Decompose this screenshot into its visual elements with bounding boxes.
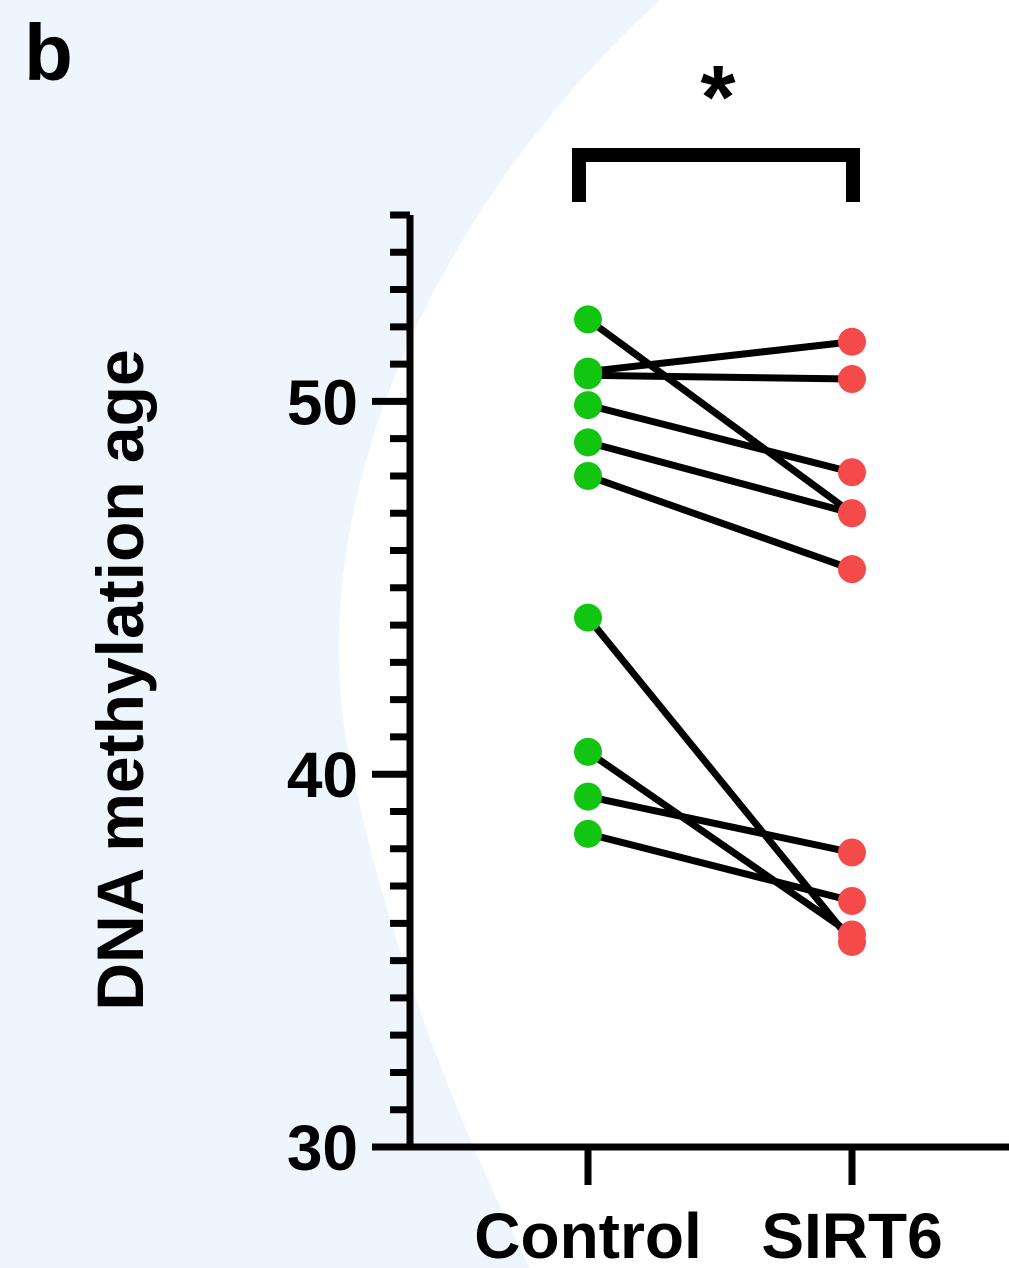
sirt6-point bbox=[838, 499, 866, 528]
axes: 30 40 50 bbox=[287, 211, 1009, 1185]
control-point bbox=[574, 305, 602, 334]
pair-line bbox=[587, 793, 853, 856]
significance-star: * bbox=[700, 48, 735, 148]
x-tick-labels: Control SIRT6 bbox=[474, 1200, 942, 1268]
x-tick-label: SIRT6 bbox=[761, 1200, 942, 1268]
pair-line bbox=[586, 472, 854, 573]
pair-line bbox=[586, 748, 854, 938]
pair-line bbox=[585, 316, 855, 517]
pair-line bbox=[587, 401, 853, 476]
control-point bbox=[574, 428, 602, 457]
sirt6-point bbox=[838, 920, 866, 949]
y-tick-label: 30 bbox=[287, 1112, 358, 1184]
pair-line bbox=[587, 830, 853, 905]
control-point bbox=[574, 461, 602, 490]
data-points bbox=[574, 305, 866, 956]
x-tick-label: Control bbox=[474, 1200, 702, 1268]
control-point bbox=[574, 391, 602, 420]
control-point bbox=[574, 737, 602, 766]
sirt6-point bbox=[838, 838, 866, 867]
pair-line bbox=[587, 439, 853, 517]
y-tick-label: 40 bbox=[287, 739, 358, 811]
significance-bracket: * bbox=[572, 48, 860, 202]
control-point bbox=[574, 819, 602, 848]
pair-line bbox=[587, 371, 853, 383]
control-point bbox=[574, 361, 602, 390]
control-point bbox=[574, 603, 602, 632]
sirt6-point bbox=[838, 886, 866, 915]
background-shape bbox=[338, 0, 1009, 1268]
y-tick-label: 50 bbox=[287, 366, 358, 438]
bracket-line bbox=[572, 148, 860, 202]
sirt6-point bbox=[838, 327, 866, 356]
panel-label: b bbox=[24, 8, 73, 97]
pair-line bbox=[587, 338, 853, 376]
sirt6-point bbox=[838, 555, 866, 584]
y-axis-label: DNA methylation age bbox=[83, 349, 157, 1010]
control-point bbox=[574, 782, 602, 811]
pair-lines bbox=[585, 316, 855, 945]
sirt6-point bbox=[838, 458, 866, 487]
sirt6-point bbox=[838, 365, 866, 394]
